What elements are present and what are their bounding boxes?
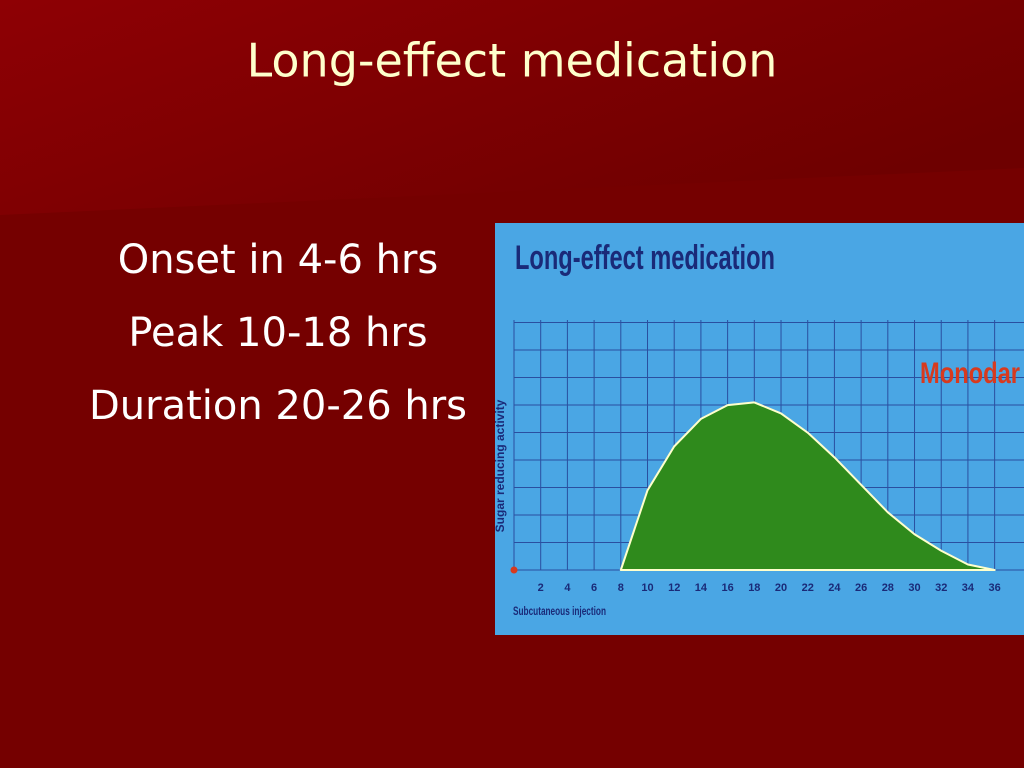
text-line: Onset in 4-6 hrs xyxy=(118,237,439,283)
x-tick-label: 22 xyxy=(802,582,814,594)
slide-title: Long-effect medication xyxy=(247,34,778,88)
x-tick-label: 12 xyxy=(668,582,680,594)
x-tick-label: 18 xyxy=(748,582,760,594)
series-label: Monodar xyxy=(920,357,1020,390)
y-axis-label: Sugar reducing activity xyxy=(493,399,507,532)
x-tick-label: 36 xyxy=(989,582,1001,594)
x-tick-label: 30 xyxy=(908,582,920,594)
chart-title: Long-effect medication xyxy=(515,239,775,277)
x-tick-label: 2 xyxy=(538,582,544,594)
text-line: Peak 10-18 hrs xyxy=(128,310,427,356)
x-tick-label: 24 xyxy=(828,582,841,594)
x-tick-label: 32 xyxy=(935,582,947,594)
x-tick-label: 4 xyxy=(564,582,571,594)
chart-image: Long-effect medication Sugar reducing ac… xyxy=(493,223,1024,635)
x-tick-label: 20 xyxy=(775,582,787,594)
x-tick-label: 10 xyxy=(641,582,653,594)
x-tick-label: 16 xyxy=(721,582,733,594)
origin-dot xyxy=(510,566,518,574)
x-tick-label: 6 xyxy=(591,582,597,594)
x-tick-label: 26 xyxy=(855,582,867,594)
x-tick-label: 8 xyxy=(618,582,624,594)
header-band xyxy=(0,0,1024,215)
x-tick-label: 34 xyxy=(962,582,975,594)
x-axis-label: Subcutaneous injection xyxy=(513,604,606,618)
x-tick-label: 14 xyxy=(695,582,708,594)
x-tick-label: 28 xyxy=(882,582,894,594)
text-line: Duration 20-26 hrs xyxy=(89,383,467,429)
area xyxy=(619,401,996,571)
